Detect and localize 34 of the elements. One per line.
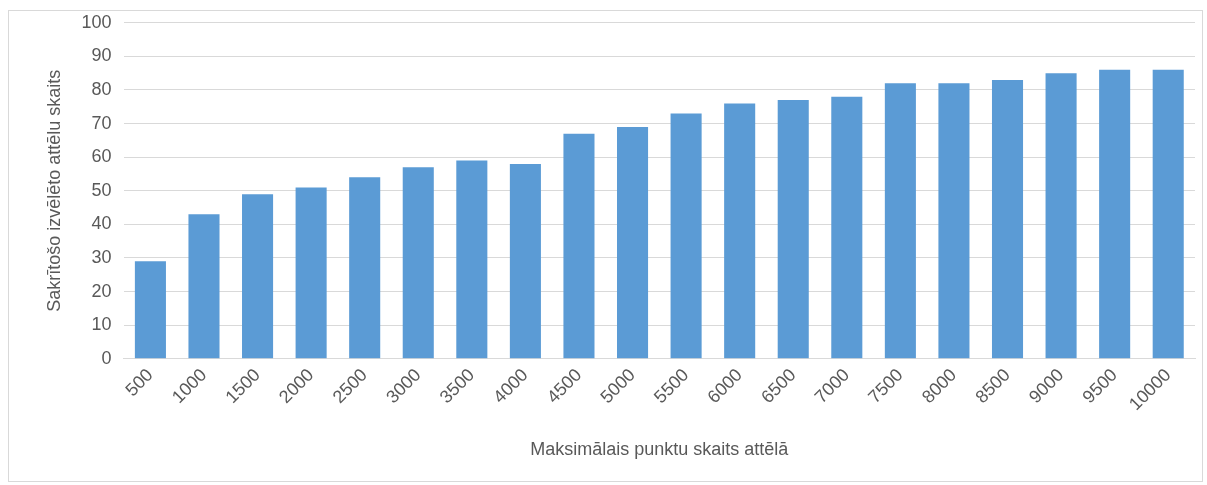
bar [777, 100, 809, 359]
bar [509, 163, 541, 359]
bar [991, 79, 1024, 359]
bar [242, 194, 274, 359]
y-tick-label: 90 [91, 45, 112, 66]
y-tick-label: 20 [91, 280, 112, 301]
bar [831, 96, 863, 359]
y-tick-label: 60 [91, 146, 112, 167]
y-tick-label: 100 [81, 11, 112, 32]
y-tick-label: 70 [91, 112, 112, 133]
bar [402, 167, 434, 359]
y-tick-label: 50 [91, 179, 112, 200]
bar [563, 133, 595, 359]
bar [349, 177, 381, 359]
bar [456, 160, 488, 359]
bar [617, 126, 649, 359]
bar [1152, 69, 1184, 359]
y-tick-label: 10 [91, 314, 112, 335]
bar [1045, 73, 1077, 359]
bar [884, 83, 916, 359]
bar [188, 214, 220, 359]
y-axis-title: Sakrītošo izvēlēto attēlu skaits [43, 69, 64, 312]
bar [938, 83, 970, 359]
bar [134, 261, 166, 359]
y-tick-label: 80 [91, 78, 112, 99]
bar [670, 113, 702, 359]
y-tick-label: 0 [101, 347, 112, 368]
bar [295, 187, 327, 359]
y-tick-label: 40 [91, 213, 112, 234]
bar [724, 103, 756, 359]
y-tick-label: 30 [91, 246, 112, 267]
x-axis-title: Maksimālais punktu skaits attēlā [530, 439, 790, 460]
bar [1099, 69, 1131, 359]
x-tick-label: 500 [121, 364, 157, 400]
